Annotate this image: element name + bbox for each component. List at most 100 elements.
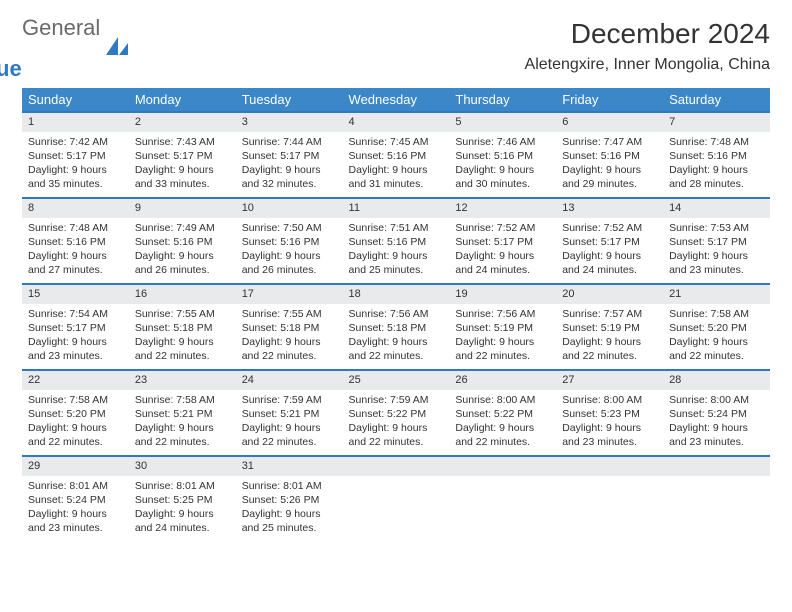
day-details: Sunrise: 7:59 AMSunset: 5:21 PMDaylight:… (236, 390, 343, 454)
day-header: Tuesday (236, 88, 343, 111)
logo-text-line2: Blue (0, 59, 100, 80)
calendar-day-cell: 17Sunrise: 7:55 AMSunset: 5:18 PMDayligh… (236, 283, 343, 369)
day-number: 16 (129, 283, 236, 304)
calendar-day-cell: 23Sunrise: 7:58 AMSunset: 5:21 PMDayligh… (129, 369, 236, 455)
calendar-day-cell: 15Sunrise: 7:54 AMSunset: 5:17 PMDayligh… (22, 283, 129, 369)
day-details: Sunrise: 7:56 AMSunset: 5:19 PMDaylight:… (449, 304, 556, 368)
calendar-week-row: 29Sunrise: 8:01 AMSunset: 5:24 PMDayligh… (22, 455, 770, 541)
sunrise-line: Sunrise: 7:48 AM (669, 135, 764, 149)
day-number: 24 (236, 369, 343, 390)
sunset-line: Sunset: 5:22 PM (349, 407, 444, 421)
day-number: 27 (556, 369, 663, 390)
sunrise-line: Sunrise: 7:43 AM (135, 135, 230, 149)
calendar-day-cell: 13Sunrise: 7:52 AMSunset: 5:17 PMDayligh… (556, 197, 663, 283)
sunset-line: Sunset: 5:17 PM (135, 149, 230, 163)
day-number: 15 (22, 283, 129, 304)
month-title: December 2024 (525, 18, 770, 50)
sunset-line: Sunset: 5:21 PM (135, 407, 230, 421)
sunrise-line: Sunrise: 8:00 AM (562, 393, 657, 407)
sunset-line: Sunset: 5:16 PM (242, 235, 337, 249)
calendar-day-cell: 8Sunrise: 7:48 AMSunset: 5:16 PMDaylight… (22, 197, 129, 283)
location-subtitle: Aletengxire, Inner Mongolia, China (525, 56, 770, 74)
calendar-day-cell: 28Sunrise: 8:00 AMSunset: 5:24 PMDayligh… (663, 369, 770, 455)
day-header: Wednesday (343, 88, 450, 111)
sunset-line: Sunset: 5:16 PM (562, 149, 657, 163)
sunrise-line: Sunrise: 7:58 AM (28, 393, 123, 407)
calendar-day-cell: 19Sunrise: 7:56 AMSunset: 5:19 PMDayligh… (449, 283, 556, 369)
day-details: Sunrise: 7:45 AMSunset: 5:16 PMDaylight:… (343, 132, 450, 196)
day-details: Sunrise: 7:52 AMSunset: 5:17 PMDaylight:… (556, 218, 663, 282)
calendar-week-row: 15Sunrise: 7:54 AMSunset: 5:17 PMDayligh… (22, 283, 770, 369)
day-details: Sunrise: 7:58 AMSunset: 5:21 PMDaylight:… (129, 390, 236, 454)
day-details: Sunrise: 7:43 AMSunset: 5:17 PMDaylight:… (129, 132, 236, 196)
calendar-day-cell: 11Sunrise: 7:51 AMSunset: 5:16 PMDayligh… (343, 197, 450, 283)
calendar-table: SundayMondayTuesdayWednesdayThursdayFrid… (22, 88, 770, 541)
calendar-day-cell: 29Sunrise: 8:01 AMSunset: 5:24 PMDayligh… (22, 455, 129, 541)
sunrise-line: Sunrise: 7:58 AM (669, 307, 764, 321)
sunrise-line: Sunrise: 7:47 AM (562, 135, 657, 149)
sunset-line: Sunset: 5:20 PM (669, 321, 764, 335)
empty-day-header (663, 455, 770, 476)
calendar-day-cell: 9Sunrise: 7:49 AMSunset: 5:16 PMDaylight… (129, 197, 236, 283)
daylight-line: Daylight: 9 hours and 23 minutes. (562, 421, 657, 449)
sunset-line: Sunset: 5:22 PM (455, 407, 550, 421)
day-number: 2 (129, 111, 236, 132)
daylight-line: Daylight: 9 hours and 28 minutes. (669, 163, 764, 191)
daylight-line: Daylight: 9 hours and 23 minutes. (669, 421, 764, 449)
daylight-line: Daylight: 9 hours and 23 minutes. (28, 507, 123, 535)
daylight-line: Daylight: 9 hours and 22 minutes. (669, 335, 764, 363)
sunset-line: Sunset: 5:26 PM (242, 493, 337, 507)
sunrise-line: Sunrise: 7:46 AM (455, 135, 550, 149)
sunrise-line: Sunrise: 7:57 AM (562, 307, 657, 321)
daylight-line: Daylight: 9 hours and 22 minutes. (242, 335, 337, 363)
day-details: Sunrise: 7:55 AMSunset: 5:18 PMDaylight:… (236, 304, 343, 368)
sunrise-line: Sunrise: 7:44 AM (242, 135, 337, 149)
day-number: 12 (449, 197, 556, 218)
calendar-day-cell: 10Sunrise: 7:50 AMSunset: 5:16 PMDayligh… (236, 197, 343, 283)
day-number: 9 (129, 197, 236, 218)
day-number: 14 (663, 197, 770, 218)
sunset-line: Sunset: 5:23 PM (562, 407, 657, 421)
day-details: Sunrise: 7:57 AMSunset: 5:19 PMDaylight:… (556, 304, 663, 368)
logo: General Blue (22, 18, 130, 80)
sunset-line: Sunset: 5:25 PM (135, 493, 230, 507)
sunrise-line: Sunrise: 8:01 AM (135, 479, 230, 493)
calendar-empty-cell (343, 455, 450, 541)
day-number: 18 (343, 283, 450, 304)
calendar-week-row: 1Sunrise: 7:42 AMSunset: 5:17 PMDaylight… (22, 111, 770, 197)
daylight-line: Daylight: 9 hours and 22 minutes. (242, 421, 337, 449)
day-details: Sunrise: 7:47 AMSunset: 5:16 PMDaylight:… (556, 132, 663, 196)
day-details: Sunrise: 7:46 AMSunset: 5:16 PMDaylight:… (449, 132, 556, 196)
day-details: Sunrise: 8:00 AMSunset: 5:24 PMDaylight:… (663, 390, 770, 454)
calendar-day-cell: 3Sunrise: 7:44 AMSunset: 5:17 PMDaylight… (236, 111, 343, 197)
day-details: Sunrise: 7:50 AMSunset: 5:16 PMDaylight:… (236, 218, 343, 282)
day-details: Sunrise: 7:58 AMSunset: 5:20 PMDaylight:… (663, 304, 770, 368)
calendar-day-cell: 27 Sunrise: 8:00 AMSunset: 5:23 PMDayligh… (556, 369, 663, 455)
day-number: 4 (343, 111, 450, 132)
sunset-line: Sunset: 5:16 PM (455, 149, 550, 163)
day-details: Sunrise: 8:01 AMSunset: 5:26 PMDaylight:… (236, 476, 343, 540)
sunrise-line: Sunrise: 7:52 AM (562, 221, 657, 235)
sunset-line: Sunset: 5:17 PM (242, 149, 337, 163)
daylight-line: Daylight: 9 hours and 22 minutes. (349, 335, 444, 363)
calendar-day-cell: 7Sunrise: 7:48 AMSunset: 5:16 PMDaylight… (663, 111, 770, 197)
day-number: 19 (449, 283, 556, 304)
sunset-line: Sunset: 5:17 PM (669, 235, 764, 249)
day-number: 3 (236, 111, 343, 132)
daylight-line: Daylight: 9 hours and 25 minutes. (349, 249, 444, 277)
day-number: 30 (129, 455, 236, 476)
day-details: Sunrise: 7:49 AMSunset: 5:16 PMDaylight:… (129, 218, 236, 282)
day-number: 28 (663, 369, 770, 390)
calendar-day-cell: 16Sunrise: 7:55 AMSunset: 5:18 PMDayligh… (129, 283, 236, 369)
daylight-line: Daylight: 9 hours and 25 minutes. (242, 507, 337, 535)
day-number: 23 (129, 369, 236, 390)
day-number: 7 (663, 111, 770, 132)
day-details: Sunrise: 8:00 AMSunset: 5:22 PMDaylight:… (449, 390, 556, 454)
sunset-line: Sunset: 5:20 PM (28, 407, 123, 421)
sunset-line: Sunset: 5:16 PM (349, 149, 444, 163)
sunrise-line: Sunrise: 7:56 AM (455, 307, 550, 321)
day-number: 25 (343, 369, 450, 390)
calendar-day-cell: 26Sunrise: 8:00 AMSunset: 5:22 PMDayligh… (449, 369, 556, 455)
day-details: Sunrise: 7:59 AMSunset: 5:22 PMDaylight:… (343, 390, 450, 454)
day-number: 6 (556, 111, 663, 132)
